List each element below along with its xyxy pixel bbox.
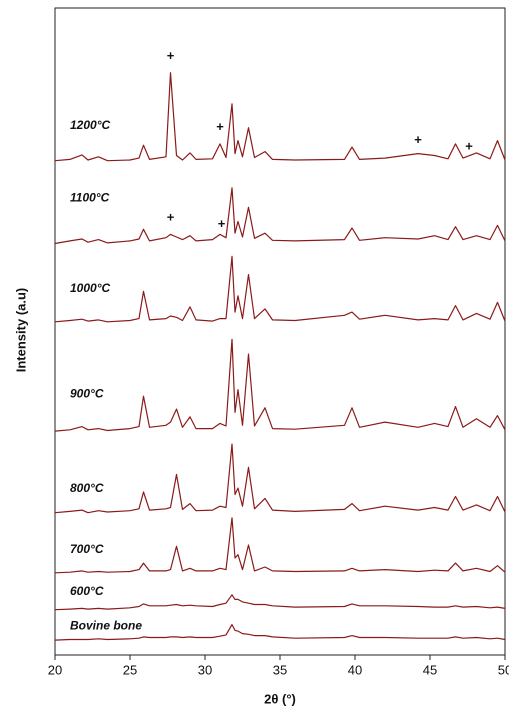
peak-marker: +: [216, 119, 224, 134]
x-tick-label: 20: [48, 662, 62, 677]
x-tick-label: 30: [198, 662, 212, 677]
peak-marker: +: [167, 210, 175, 225]
xrd-trace: [54, 443, 506, 514]
x-tick-label: 35: [273, 662, 287, 677]
y-axis-label: Intensity (a.u): [13, 288, 28, 373]
peak-marker: +: [465, 139, 473, 154]
x-tick-label: 40: [348, 662, 362, 677]
series-label: 1000°C: [70, 281, 110, 295]
peak-marker: +: [167, 48, 175, 63]
x-tick-label: 50: [498, 662, 509, 677]
xrd-trace: [54, 594, 506, 611]
peak-marker: +: [414, 132, 422, 147]
xrd-trace: [54, 624, 506, 641]
x-axis-label: 2θ (°): [264, 691, 296, 706]
x-tick-label: 45: [423, 662, 437, 677]
xrd-trace: [54, 72, 506, 162]
xrd-trace: [54, 255, 506, 323]
xrd-trace: [54, 338, 506, 432]
series-label: 1200°C: [70, 118, 110, 132]
xrd-trace: [54, 187, 506, 245]
series-label: 800°C: [70, 481, 104, 495]
series-label: 700°C: [70, 542, 104, 556]
series-label: 900°C: [70, 386, 104, 400]
x-tick-label: 25: [123, 662, 137, 677]
plot-frame: [54, 7, 506, 656]
series-label: 1100°C: [70, 191, 110, 205]
xrd-trace: [54, 517, 506, 574]
peak-marker: +: [218, 216, 226, 231]
series-label: 600°C: [70, 584, 104, 598]
series-label: Bovine bone: [70, 618, 142, 632]
